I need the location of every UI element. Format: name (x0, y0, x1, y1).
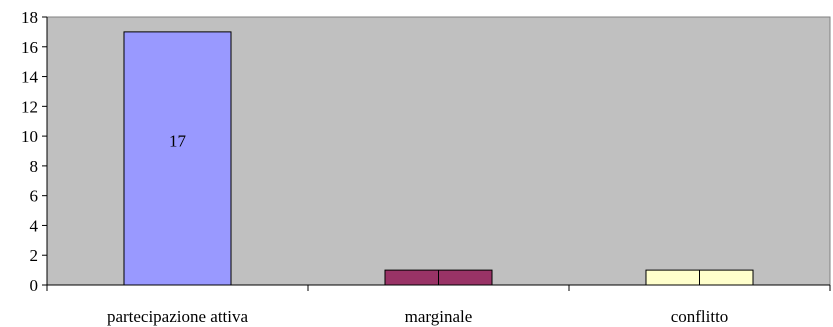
data-labels: 17 (169, 131, 187, 150)
y-axis: 0 2 4 6 8 10 12 14 16 18 (21, 8, 48, 295)
x-axis: partecipazione attiva marginale conflitto (46, 284, 831, 326)
y-tick-label: 16 (21, 38, 38, 57)
x-category-label: marginale (405, 307, 473, 326)
y-tick-label: 12 (21, 97, 38, 116)
y-tick-label: 10 (21, 127, 38, 146)
y-tick-label: 14 (21, 68, 39, 87)
y-tick-label: 4 (30, 216, 39, 235)
bar-partecipazione-attiva (123, 31, 232, 286)
bars (123, 31, 754, 286)
y-tick-label: 8 (30, 157, 39, 176)
x-category-label: conflitto (671, 307, 729, 326)
y-tick-label: 6 (30, 187, 39, 206)
data-label: 17 (169, 131, 187, 150)
y-tick-label: 0 (30, 276, 39, 295)
x-category-label: partecipazione attiva (107, 307, 249, 326)
y-tick-label: 2 (30, 246, 39, 265)
y-tick-label: 18 (21, 8, 38, 27)
